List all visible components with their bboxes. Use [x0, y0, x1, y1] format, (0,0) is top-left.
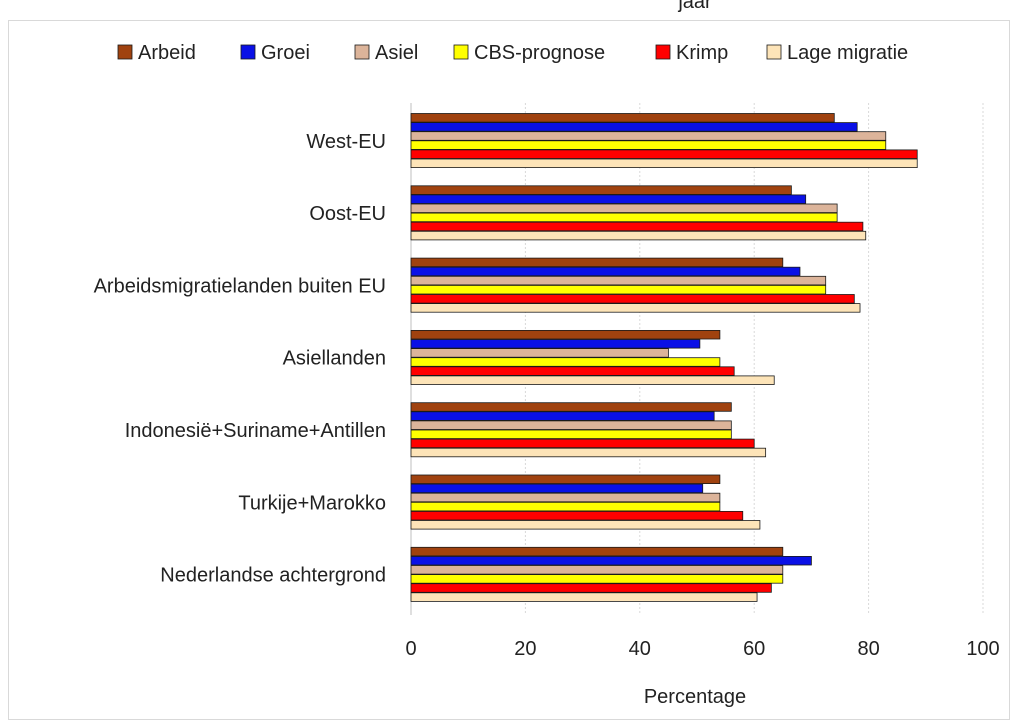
x-tick-label-40: 40: [629, 638, 651, 660]
bar-groei-arbeidsmigratielanden-buiten-eu: [410, 266, 801, 277]
bar-groei-indonesi-suriname-antillen: [410, 411, 715, 421]
legend-item-groei: Groei: [240, 42, 310, 64]
bar-asiel-turkije-marokko: [410, 492, 721, 503]
bar-group-nederlandse-achtergrond: [410, 546, 812, 602]
x-tick-label-100: 100: [966, 638, 999, 660]
bar-asiel-nederlandse-achtergrond: [410, 565, 784, 575]
bar-krimp-indonesi-suriname-antillen: [410, 438, 755, 449]
category-label-turkije-marokko: Turkije+Marokko: [238, 492, 386, 514]
bar-krimp-nederlandse-achtergrond: [410, 583, 772, 593]
legend-swatch-cbs-prognose: [453, 44, 469, 60]
bar-asiel-west-eu: [410, 131, 887, 141]
bar-cbs-prognose-oost-eu: [410, 212, 838, 223]
bar-group-oost-eu: [410, 185, 867, 241]
bar-krimp-asiellanden: [410, 366, 735, 376]
x-tick-label-80: 80: [857, 638, 879, 660]
bar-group-turkije-marokko: [410, 474, 761, 530]
bar-group-west-eu: [410, 113, 918, 169]
legend-swatch-arbeid: [117, 44, 133, 60]
bar-cbs-prognose-turkije-marokko: [410, 501, 721, 512]
x-tick-label-0: 0: [405, 638, 416, 660]
bar-arbeid-asiellanden: [410, 329, 721, 340]
legend-swatch-lage-migratie: [766, 44, 782, 60]
bar-lage-migratie-asiellanden: [410, 375, 775, 385]
legend-item-lage-migratie: Lage migratie: [766, 42, 908, 64]
category-label-nederlandse-achtergrond: Nederlandse achtergrond: [160, 565, 386, 587]
bar-cbs-prognose-nederlandse-achtergrond: [410, 574, 784, 584]
bar-cbs-prognose-indonesi-suriname-antillen: [410, 429, 732, 440]
legend: Arbeid Groei Asiel CBS-prognose Krimp Lage mi…: [117, 42, 908, 64]
category-label-asiellanden: Asiellanden: [283, 348, 386, 370]
bar-lage-migratie-indonesi-suriname-antillen: [410, 447, 767, 458]
bar-cbs-prognose-asiellanden: [410, 357, 721, 367]
bar-groei-oost-eu: [410, 194, 807, 204]
legend-swatch-groei: [240, 44, 256, 60]
legend-label-krimp: Krimp: [676, 42, 728, 64]
bar-krimp-arbeidsmigratielanden-buiten-eu: [410, 294, 855, 304]
bars: [410, 113, 918, 602]
bar-lage-migratie-turkije-marokko: [410, 520, 761, 530]
bar-arbeid-arbeidsmigratielanden-buiten-eu: [410, 257, 784, 268]
bar-cbs-prognose-west-eu: [410, 140, 887, 150]
bar-groei-west-eu: [410, 122, 858, 132]
bar-group-asiellanden: [410, 329, 775, 385]
legend-label-groei: Groei: [261, 42, 310, 64]
category-label-indonesi-suriname-antillen: Indonesië+Suriname+Antillen: [125, 420, 386, 442]
bar-asiel-indonesi-suriname-antillen: [410, 420, 732, 430]
bar-asiel-arbeidsmigratielanden-buiten-eu: [410, 275, 827, 286]
legend-swatch-asiel: [354, 44, 370, 60]
legend-label-cbs-prognose: CBS-prognose: [474, 42, 605, 64]
bar-arbeid-nederlandse-achtergrond: [410, 546, 784, 557]
bar-groei-turkije-marokko: [410, 483, 704, 494]
legend-label-asiel: Asiel: [375, 42, 418, 64]
legend-item-krimp: Krimp: [655, 42, 728, 64]
x-tick-label-60: 60: [743, 638, 765, 660]
bar-group-arbeidsmigratielanden-buiten-eu: [410, 257, 861, 313]
x-axis-title: Percentage: [644, 686, 746, 708]
bar-group-indonesi-suriname-antillen: [410, 402, 767, 458]
bar-cbs-prognose-arbeidsmigratielanden-buiten-eu: [410, 284, 827, 295]
bar-krimp-turkije-marokko: [410, 510, 744, 521]
category-labels: West-EU Oost-EU Arbeidsmigratielanden buit…: [94, 131, 386, 587]
bar-groei-nederlandse-achtergrond: [410, 556, 812, 566]
bar-groei-asiellanden: [410, 339, 701, 349]
legend-label-lage-migratie: Lage migratie: [787, 42, 908, 64]
bar-krimp-west-eu: [410, 149, 918, 159]
bar-arbeid-indonesi-suriname-antillen: [410, 402, 732, 412]
bar-asiel-oost-eu: [410, 203, 838, 214]
bar-krimp-oost-eu: [410, 221, 864, 232]
legend-label-arbeid: Arbeid: [138, 42, 196, 64]
bar-lage-migratie-west-eu: [410, 158, 918, 169]
category-label-arbeidsmigratielanden-buiten-eu: Arbeidsmigratielanden buiten EU: [94, 275, 386, 297]
category-label-oost-eu: Oost-EU: [309, 203, 386, 225]
bar-arbeid-west-eu: [410, 113, 835, 123]
chart-top-text: jaar: [677, 0, 712, 13]
x-tick-labels: 0 20 40 60 80 100: [405, 638, 999, 660]
bar-asiel-asiellanden: [410, 348, 669, 358]
bar-lage-migratie-nederlandse-achtergrond: [410, 592, 758, 602]
legend-item-cbs-prognose: CBS-prognose: [453, 42, 605, 64]
x-tick-label-20: 20: [514, 638, 536, 660]
legend-item-asiel: Asiel: [354, 42, 418, 64]
bar-lage-migratie-arbeidsmigratielanden-buiten-eu: [410, 303, 861, 313]
category-label-west-eu: West-EU: [306, 131, 386, 153]
legend-swatch-krimp: [655, 44, 671, 60]
legend-item-arbeid: Arbeid: [117, 42, 196, 64]
bar-arbeid-turkije-marokko: [410, 474, 721, 485]
bar-lage-migratie-oost-eu: [410, 230, 867, 241]
bar-arbeid-oost-eu: [410, 185, 792, 195]
